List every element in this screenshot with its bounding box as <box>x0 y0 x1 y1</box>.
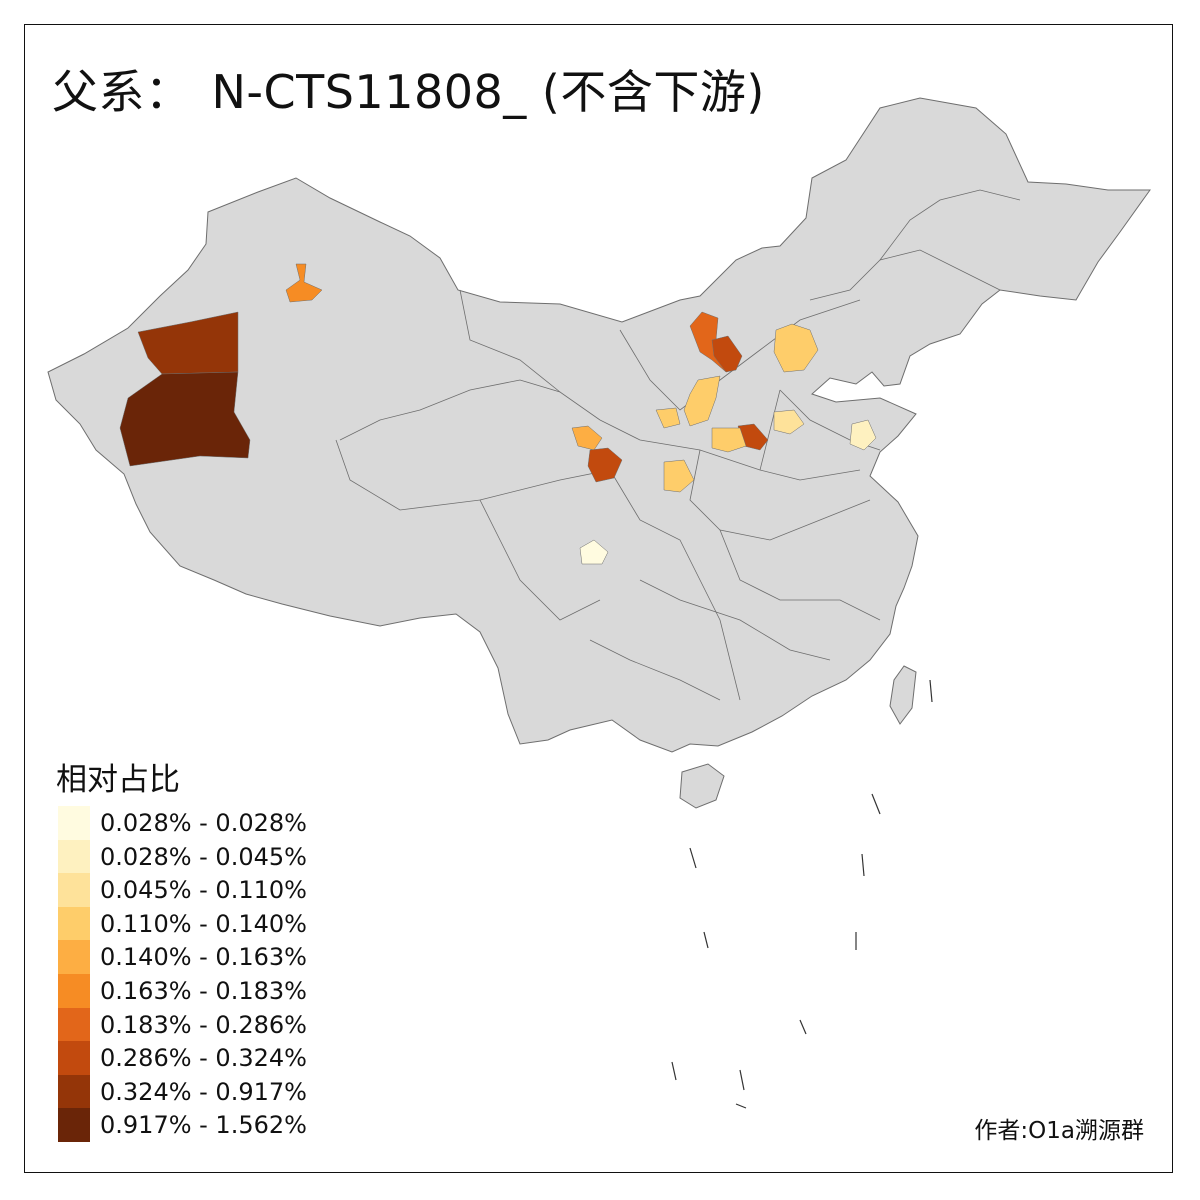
legend-swatch <box>58 1108 90 1142</box>
region-shaanxi-north <box>683 375 721 427</box>
map-title: 父系： N-CTS11808_ (不含下游) <box>52 56 765 122</box>
legend-swatch <box>58 906 90 941</box>
china-mainland <box>47 97 1151 753</box>
legend-label: 0.028% - 0.045% <box>100 842 307 871</box>
region-gansu-south <box>587 447 623 483</box>
highlighted-regions <box>119 263 877 565</box>
legend-swatch <box>58 940 90 974</box>
region-shandong-west <box>849 419 877 451</box>
legend-label: 0.045% - 0.110% <box>100 876 307 905</box>
legend-label: 0.917% - 1.562% <box>100 1111 307 1140</box>
legend-swatch <box>58 806 90 840</box>
legend-label: 0.163% - 0.183% <box>100 976 307 1005</box>
region-hebei-north <box>773 323 819 373</box>
legend-label: 0.286% - 0.324% <box>100 1044 307 1073</box>
legend-swatch <box>58 1041 90 1075</box>
legend-label: 0.140% - 0.163% <box>100 943 307 972</box>
legend-title: 相对占比 <box>56 762 180 798</box>
province-borders <box>335 189 1021 701</box>
region-shaanxi-south <box>663 459 695 493</box>
region-north-xinjiang-spot <box>285 263 323 303</box>
legend-swatch <box>58 1074 90 1109</box>
legend-swatch <box>58 973 90 1008</box>
legend-swatch <box>58 1007 90 1042</box>
region-gansu-east <box>571 425 603 451</box>
legend-label: 0.028% - 0.028% <box>100 809 307 837</box>
title-prefix: 父系： <box>52 65 192 119</box>
region-sichuan-center <box>579 539 609 565</box>
region-ningxia-spot <box>655 407 681 429</box>
region-shanxi-west <box>711 427 747 453</box>
legend-label: 0.324% - 0.917% <box>100 1077 307 1106</box>
region-southwest-xinjiang-lower <box>119 371 251 467</box>
legend-swatch <box>58 873 90 907</box>
author-credit: 作者:O1a溯源群 <box>974 1118 1144 1144</box>
south-sea-islands <box>671 679 933 1109</box>
region-hebei-south <box>773 409 805 435</box>
hainan-island <box>679 763 725 809</box>
taiwan-island <box>889 665 917 725</box>
legend-label: 0.183% - 0.286% <box>100 1010 307 1039</box>
region-inner-mongolia-south <box>711 335 743 373</box>
legend-swatch <box>58 839 90 874</box>
title-main: N-CTS11808_ (不含下游) <box>211 65 765 119</box>
legend-label: 0.110% - 0.140% <box>100 909 307 938</box>
